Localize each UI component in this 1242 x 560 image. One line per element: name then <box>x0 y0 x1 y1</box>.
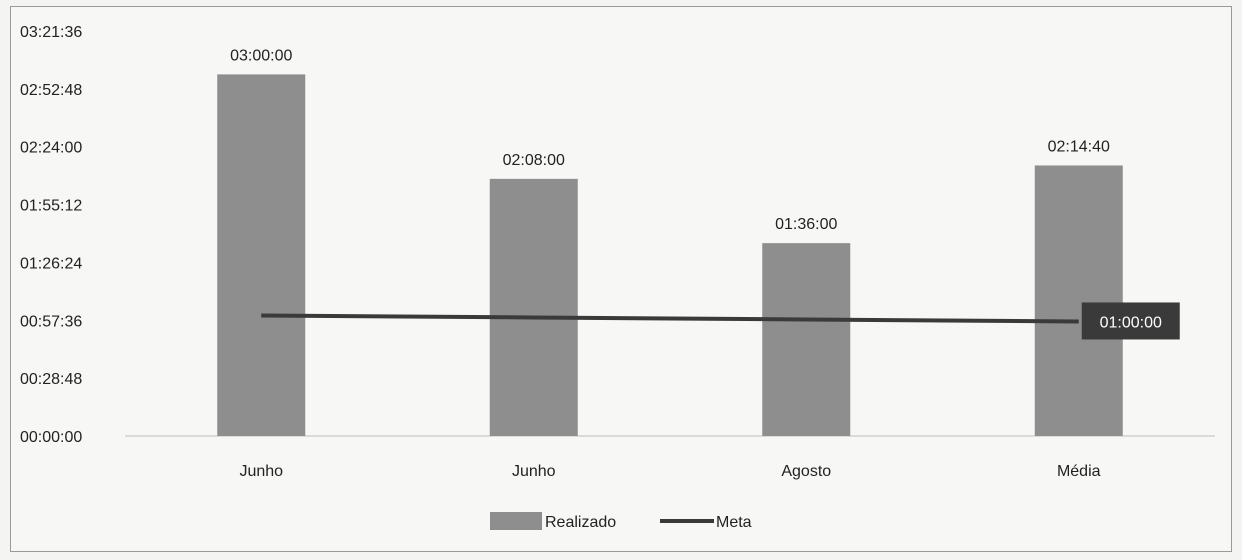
y-tick-label: 01:26:24 <box>20 255 82 272</box>
bar <box>1034 165 1123 436</box>
y-tick-label: 02:24:00 <box>20 140 82 157</box>
legend-label-meta: Meta <box>716 514 752 531</box>
x-category-label: Junho <box>239 463 283 480</box>
bar <box>489 178 578 436</box>
legend-label-realizado: Realizado <box>545 514 616 531</box>
bar <box>217 74 306 437</box>
y-tick-label: 00:00:00 <box>20 429 82 446</box>
bar-data-label: 02:08:00 <box>503 152 565 169</box>
meta-line <box>261 313 1079 324</box>
x-category-label: Junho <box>512 463 556 480</box>
x-category-label: Média <box>1057 463 1101 480</box>
y-tick-label: 00:57:36 <box>20 313 82 330</box>
bar-data-label: 03:00:00 <box>230 47 292 64</box>
y-tick-label: 01:55:12 <box>20 198 82 215</box>
bar <box>762 243 851 436</box>
legend-swatch-realizado <box>490 512 542 530</box>
bar-data-label: 02:14:40 <box>1048 138 1110 155</box>
y-tick-label: 00:28:48 <box>20 371 82 388</box>
y-tick-label: 03:21:36 <box>20 24 82 41</box>
x-category-label: Agosto <box>781 463 831 480</box>
y-tick-label: 02:52:48 <box>20 82 82 99</box>
chart-frame <box>10 6 1232 552</box>
meta-data-label: 01:00:00 <box>1100 314 1162 331</box>
meta-data-label-box <box>1081 302 1180 340</box>
bar-data-label: 01:36:00 <box>775 216 837 233</box>
